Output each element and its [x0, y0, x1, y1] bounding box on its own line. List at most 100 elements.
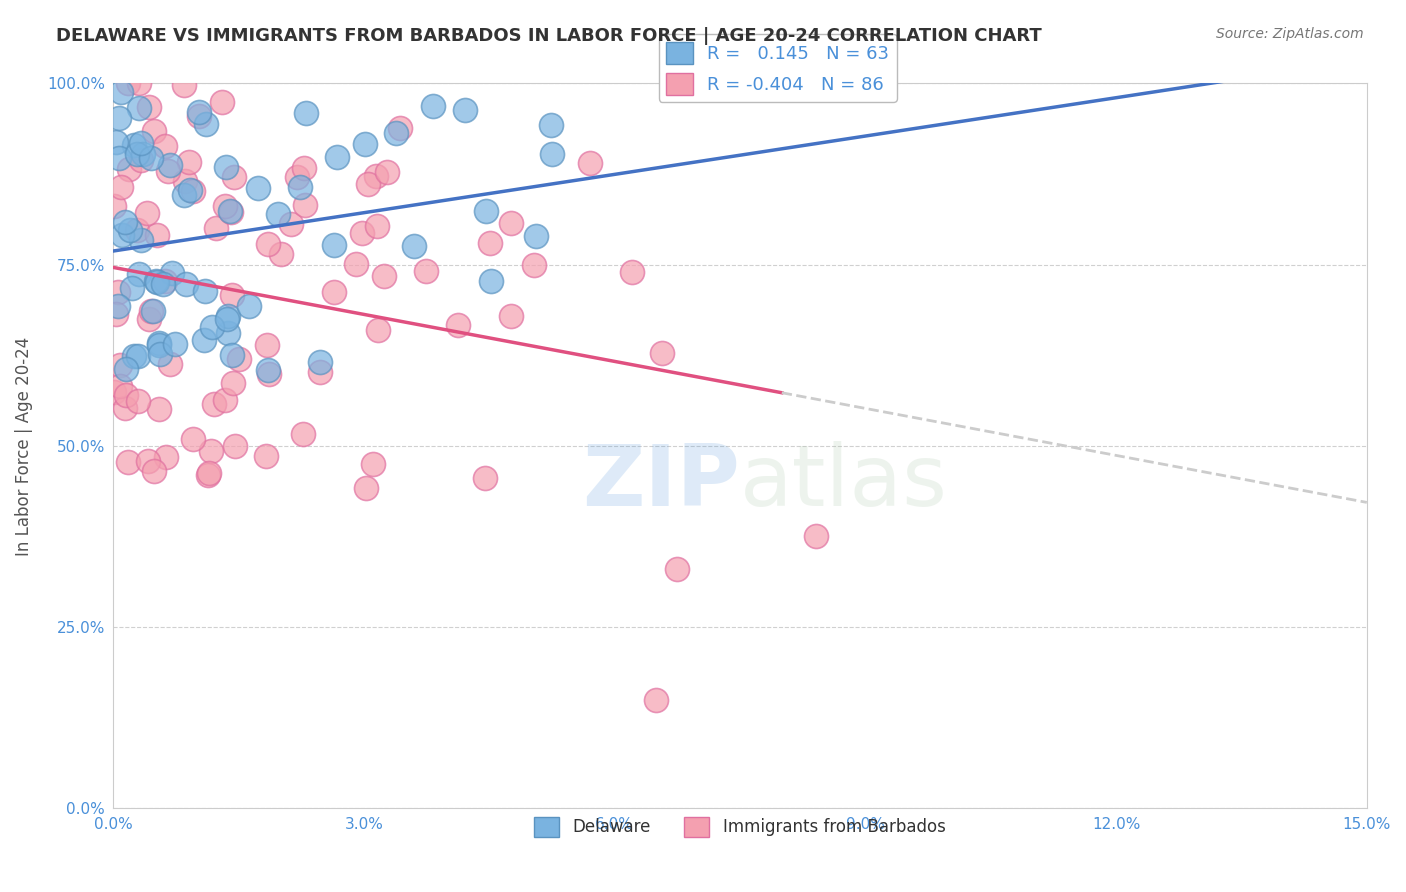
Point	[217, 309, 239, 323]
Point	[323, 285, 346, 300]
Point	[173, 174, 195, 188]
Point	[350, 226, 373, 240]
Text: Source: ZipAtlas.com: Source: ZipAtlas.com	[1216, 27, 1364, 41]
Point	[117, 77, 139, 91]
Point	[149, 347, 172, 361]
Point	[499, 310, 522, 324]
Point	[804, 529, 827, 543]
Point	[238, 299, 260, 313]
Point	[523, 258, 546, 272]
Point	[404, 239, 426, 253]
Point	[181, 184, 204, 198]
Point	[142, 464, 165, 478]
Point	[217, 326, 239, 340]
Point	[173, 78, 195, 92]
Point	[524, 229, 547, 244]
Point	[479, 236, 502, 251]
Point	[104, 135, 127, 149]
Point	[128, 77, 150, 91]
Point	[146, 227, 169, 242]
Point	[108, 112, 131, 126]
Point	[292, 161, 315, 175]
Point	[129, 136, 152, 151]
Point	[125, 147, 148, 161]
Point	[222, 169, 245, 184]
Point	[214, 198, 236, 212]
Point	[474, 471, 496, 485]
Point	[108, 151, 131, 165]
Point	[174, 277, 197, 292]
Point	[256, 363, 278, 377]
Point	[138, 311, 160, 326]
Point	[446, 318, 468, 332]
Point	[541, 147, 564, 161]
Point	[621, 265, 644, 279]
Point	[222, 376, 245, 390]
Point	[155, 450, 177, 464]
Point	[107, 285, 129, 299]
Point	[155, 274, 177, 288]
Point	[357, 177, 380, 191]
Point	[228, 352, 250, 367]
Point	[117, 455, 139, 469]
Point	[159, 357, 181, 371]
Point	[142, 124, 165, 138]
Point	[211, 95, 233, 109]
Point	[128, 267, 150, 281]
Point	[114, 387, 136, 401]
Point	[145, 274, 167, 288]
Point	[363, 457, 385, 471]
Point	[290, 179, 312, 194]
Point	[214, 392, 236, 407]
Point	[645, 692, 668, 706]
Text: atlas: atlas	[740, 441, 948, 524]
Point	[115, 362, 138, 376]
Point	[117, 161, 139, 176]
Point	[194, 284, 217, 298]
Point	[127, 393, 149, 408]
Point	[187, 104, 209, 119]
Point	[114, 215, 136, 229]
Point	[148, 401, 170, 416]
Point	[129, 234, 152, 248]
Point	[308, 366, 330, 380]
Point	[384, 126, 406, 140]
Point	[110, 85, 132, 99]
Point	[128, 101, 150, 115]
Point	[159, 157, 181, 171]
Point	[221, 288, 243, 302]
Point	[124, 138, 146, 153]
Point	[221, 348, 243, 362]
Y-axis label: In Labor Force | Age 20-24: In Labor Force | Age 20-24	[15, 336, 32, 556]
Point	[295, 106, 318, 120]
Point	[375, 165, 398, 179]
Point	[215, 160, 238, 174]
Point	[291, 426, 314, 441]
Point	[373, 268, 395, 283]
Point	[145, 276, 167, 290]
Point	[179, 183, 201, 197]
Point	[139, 151, 162, 165]
Point	[354, 481, 377, 495]
Point	[148, 338, 170, 352]
Point	[388, 120, 411, 135]
Point	[108, 379, 131, 393]
Point	[148, 336, 170, 351]
Point	[454, 103, 477, 118]
Point	[177, 154, 200, 169]
Point	[193, 333, 215, 347]
Point	[138, 100, 160, 114]
Point	[114, 401, 136, 415]
Point	[142, 303, 165, 318]
Text: ZIP: ZIP	[582, 441, 740, 524]
Point	[181, 433, 204, 447]
Point	[309, 355, 332, 369]
Point	[579, 156, 602, 170]
Point	[285, 169, 308, 184]
Point	[136, 454, 159, 468]
Point	[202, 397, 225, 411]
Point	[121, 280, 143, 294]
Point	[415, 264, 437, 278]
Point	[254, 449, 277, 463]
Point	[367, 323, 389, 337]
